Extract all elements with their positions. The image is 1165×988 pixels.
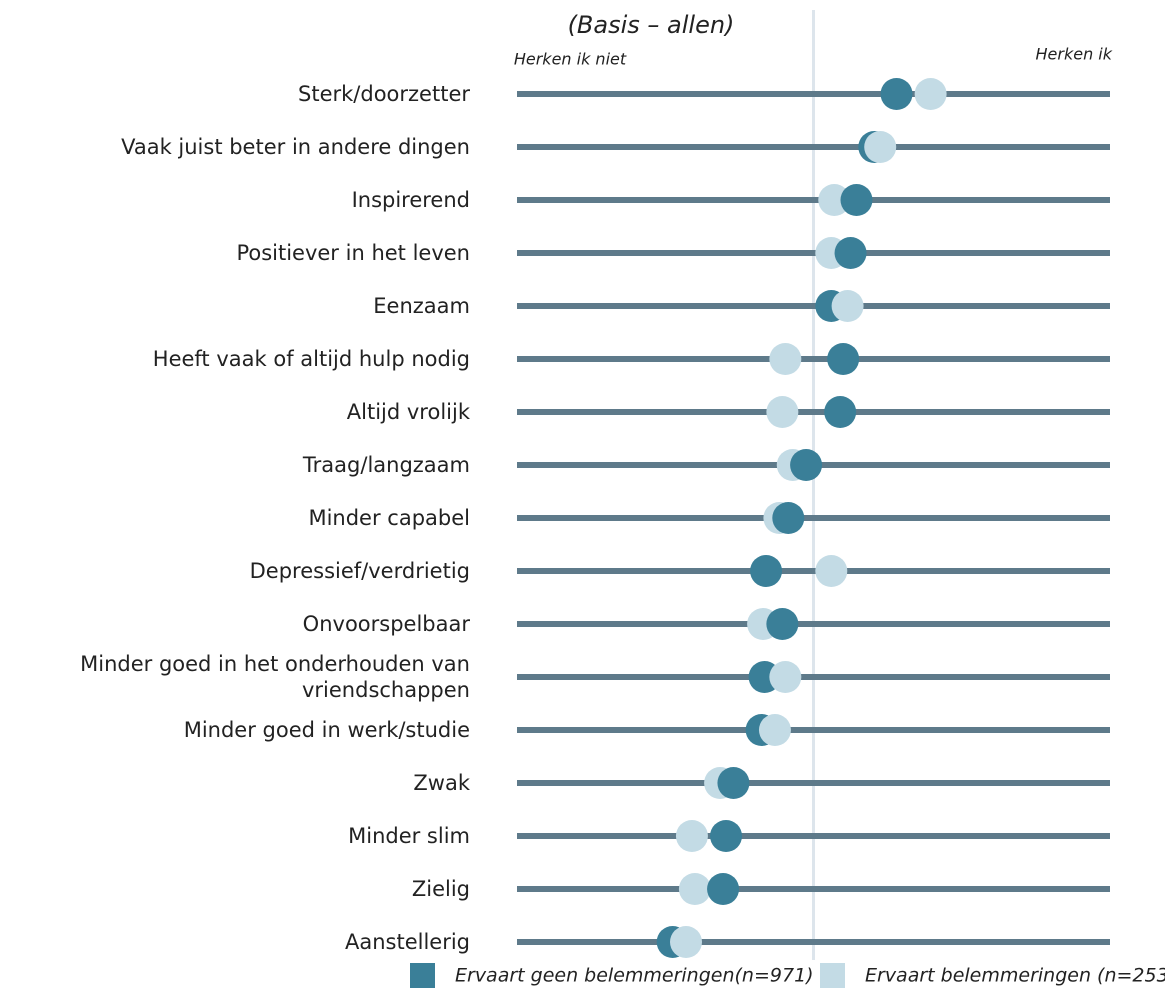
category-label: Onvoorspelbaar: [302, 612, 470, 636]
left-label: Herken ik niet: [514, 50, 627, 69]
dot: [815, 555, 848, 587]
category-label: Sterk/doorzetter: [298, 82, 470, 106]
dot: [864, 131, 897, 163]
category-label: Minder slim: [348, 824, 470, 848]
dot: [766, 608, 799, 640]
dot: [827, 343, 860, 375]
category-label: Altijd vrolijk: [346, 400, 470, 424]
category-label: Minder goed in het onderhouden van vrien…: [80, 652, 470, 702]
dot: [769, 661, 802, 693]
category-label: Eenzaam: [373, 294, 470, 318]
category-label: Minder capabel: [308, 506, 470, 530]
category-label: Zwak: [413, 771, 470, 795]
dot: [710, 820, 743, 852]
legend-swatch: [820, 963, 845, 988]
legend-label: Ervaart belemmeringen (n=253): [865, 965, 1165, 987]
dot: [675, 820, 708, 852]
category-label: Traag/langzaam: [302, 453, 470, 477]
dot: [840, 184, 873, 216]
category-label: Aanstellerig: [344, 930, 470, 954]
subtitle: (Basis – allen): [568, 11, 735, 39]
category-label: Inspirerend: [351, 188, 470, 212]
category-label: Depressief/verdrietig: [249, 559, 470, 583]
dot: [678, 873, 711, 905]
dot: [750, 555, 783, 587]
category-label: Vaak juist beter in andere dingen: [121, 135, 470, 159]
legend-swatch: [410, 963, 435, 988]
dot: [834, 237, 867, 269]
category-label: Zielig: [411, 877, 470, 901]
dot: [670, 926, 703, 958]
dot: [758, 714, 791, 746]
category-label: Heeft vaak of altijd hulp nodig: [152, 347, 470, 371]
dot: [707, 873, 740, 905]
legend-label: Ervaart geen belemmeringen(n=971): [455, 965, 814, 987]
category-label: Minder goed in werk/studie: [183, 718, 470, 742]
dot: [914, 78, 947, 110]
right-label: Herken ik: [1036, 45, 1113, 64]
dot: [717, 767, 750, 799]
category-label: Positiever in het leven: [236, 241, 470, 265]
dot: [769, 343, 802, 375]
dot: [766, 396, 799, 428]
dot: [880, 78, 913, 110]
dot: [818, 184, 851, 216]
dot: [790, 449, 823, 481]
dot: [824, 396, 857, 428]
dot: [772, 502, 805, 534]
dot: [831, 290, 864, 322]
